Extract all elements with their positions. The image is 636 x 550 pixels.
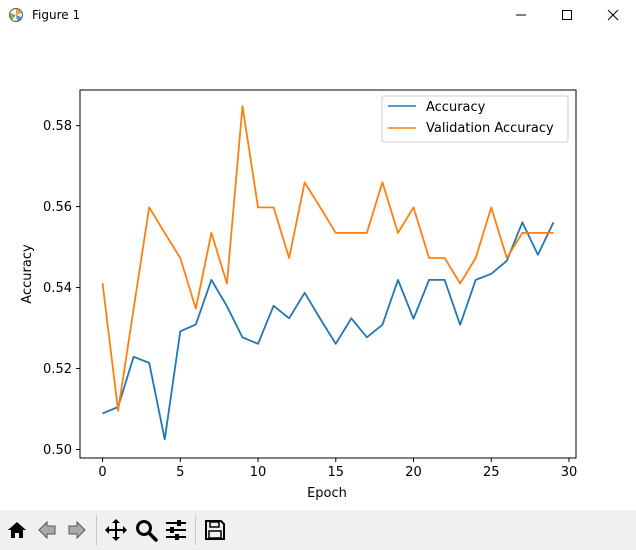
axes-frame (79, 89, 577, 459)
x-tick-label: 5 (176, 465, 184, 480)
pan-button[interactable] (101, 513, 131, 547)
x-tick-label: 25 (483, 465, 500, 480)
configure-subplots-button[interactable] (161, 513, 191, 547)
legend-label-validation-accuracy: Validation Accuracy (426, 121, 554, 136)
y-tick-label: 0.56 (43, 200, 72, 215)
series-line-validation-accuracy (101, 105, 554, 412)
window-titlebar: Figure 1 (0, 0, 636, 31)
navigation-toolbar (0, 510, 636, 550)
legend-label-accuracy: Accuracy (426, 100, 486, 115)
forward-button[interactable] (62, 513, 92, 547)
save-button[interactable] (200, 513, 230, 547)
y-tick-label: 0.50 (43, 443, 72, 458)
zoom-magnifier-icon (136, 520, 158, 542)
x-tick-label: 10 (250, 465, 267, 480)
y-tick-label: 0.58 (43, 119, 72, 134)
minimize-button[interactable] (498, 0, 544, 30)
maximize-icon (562, 10, 572, 20)
x-tick-label: 20 (405, 465, 422, 480)
x-tick-label: 0 (98, 465, 106, 480)
window-title: Figure 1 (32, 8, 81, 22)
window-controls (498, 0, 636, 30)
series-line-accuracy (102, 221, 555, 441)
configure-subplots-icon (166, 520, 186, 540)
save-floppy-icon (205, 520, 225, 540)
close-button[interactable] (590, 0, 636, 30)
x-tick-label: 15 (328, 465, 345, 480)
home-button[interactable] (2, 513, 32, 547)
y-tick-label: 0.54 (43, 281, 72, 296)
matplotlib-app-icon (9, 8, 23, 22)
line-chart: 0 5 10 15 20 25 30 0.50 0.52 0.54 0.56 0.58 Epoch A… (20, 89, 578, 501)
back-arrow-icon (38, 520, 56, 540)
zoom-button[interactable] (131, 513, 161, 547)
figure-canvas[interactable]: 0 5 10 15 20 25 30 0.50 0.52 0.54 0.56 0.58 Epoch A… (0, 30, 636, 510)
x-axis-label: Epoch (307, 486, 347, 501)
forward-arrow-icon (68, 520, 86, 540)
maximize-button[interactable] (544, 0, 590, 30)
toolbar-separator (96, 515, 97, 545)
legend: Accuracy Validation Accuracy (381, 95, 569, 143)
x-tick-label: 30 (561, 465, 578, 480)
minimize-icon (516, 14, 526, 16)
toolbar-separator (195, 515, 196, 545)
back-button[interactable] (32, 513, 62, 547)
pan-move-icon (105, 519, 127, 541)
y-tick-label: 0.52 (43, 362, 72, 377)
close-icon (607, 9, 619, 21)
home-icon (8, 522, 26, 538)
legend-frame (381, 95, 569, 143)
y-axis-label: Accuracy (20, 244, 35, 304)
